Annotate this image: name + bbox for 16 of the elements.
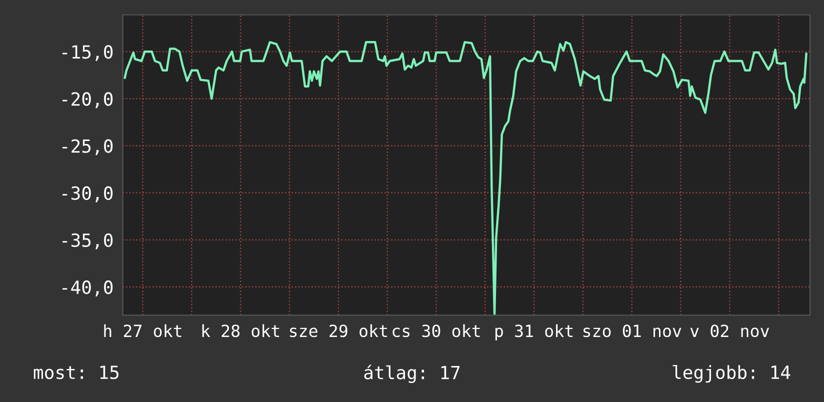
text: legjobb: 14	[672, 365, 790, 383]
x-tick-label: v 02 nov	[690, 324, 770, 338]
x-tick-label: cs 30 okt	[392, 324, 480, 338]
text: átlag: 17	[364, 364, 460, 384]
y-tick-label: -40,0	[62, 280, 113, 296]
x-tick-label: szo 01 nov	[583, 324, 682, 338]
y-tick-label: -25,0	[62, 139, 113, 156]
x-tick-label: sze 29 okt	[290, 324, 387, 338]
x-tick-label: h 27 okt	[104, 324, 182, 338]
x-tick-label: k 28 okt	[202, 324, 280, 338]
y-tick-label: -35,0	[62, 233, 113, 250]
y-tick-label: -30,0	[62, 186, 113, 202]
y-tick-label: -20,0	[62, 92, 113, 108]
x-tick-label: p 31 okt	[495, 324, 573, 340]
y-tick-label: -15,0	[62, 45, 113, 62]
text: most: 15	[34, 366, 118, 380]
